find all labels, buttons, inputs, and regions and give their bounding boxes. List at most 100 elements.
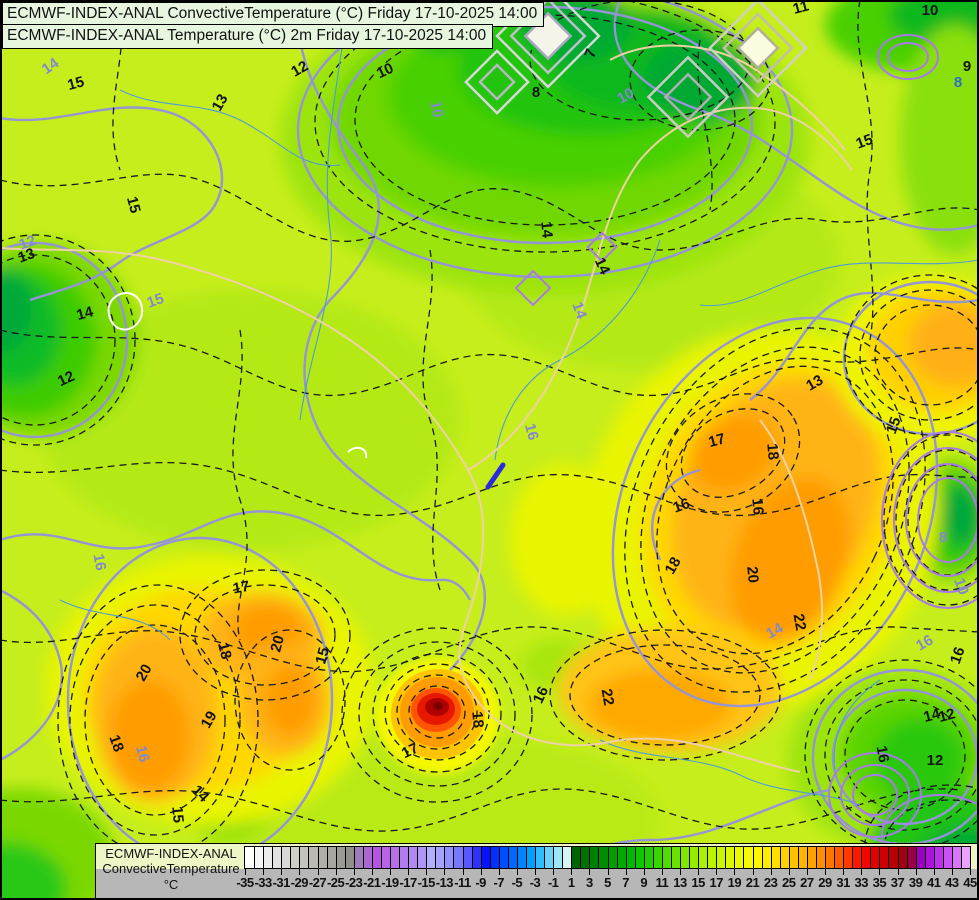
colorbar-tick-label: -31 [272,875,291,890]
colorbar-tick [281,869,283,875]
river-lines [59,0,979,806]
colorbar-cell [462,847,472,868]
colorbar-tick-label: 29 [818,875,832,890]
colorbar-cell [915,847,925,868]
colorbar-tick [390,869,391,875]
contour-label: 10 [922,2,939,19]
colorbar-tick [788,869,790,875]
lake [485,462,506,490]
colorbar-cell [544,847,554,868]
colorbar-cell [408,847,418,868]
colorbar-tick [353,869,355,875]
colorbar-cell [616,847,626,868]
contour-label: 15 [883,415,905,436]
contour-label: 12 [288,58,311,81]
contour-label: 8 [939,529,947,546]
contour-label: 10 [374,60,396,82]
map-title-2m: ECMWF-INDEX-ANAL Temperature (°C) 2m Fri… [2,24,494,49]
colorbar-cell [516,847,526,868]
colorbar-tick [317,869,319,875]
colorbar-tick [498,869,500,875]
colorbar-cell [308,847,318,868]
colorbar-cell [689,847,699,868]
colorbar-tick-label: -15 [417,875,436,890]
colorbar-tick [915,869,917,875]
colorbar-cell [317,847,327,868]
colorbar-cell [498,847,508,868]
colorbar-cell [924,847,934,868]
colorbar-tick-label: -5 [511,875,523,890]
colorbar-tick [245,869,246,875]
colorbar-cell [263,847,273,868]
colorbar-cell [390,847,400,868]
contour-label: 20 [267,634,288,655]
colorbar-tick-label: 27 [800,875,814,890]
colorbar-cell [254,847,264,868]
colorbar-cell [525,847,535,868]
contour-label: 14 [591,255,614,278]
colorbar-tick-label: 5 [604,875,611,890]
colorbar-tick-label: 19 [727,875,742,890]
colorbar-cell [634,847,644,868]
contour-label: 16 [521,422,542,443]
colorbar-cell [344,847,354,868]
colorbar-cell [353,847,363,868]
border-lines [0,44,853,773]
colorbar-cell [371,847,381,868]
colorbar-cell [453,847,463,868]
colorbar-cell [426,847,436,868]
colorbar-cell [652,847,662,868]
contour-label: 10 [427,100,447,119]
colorbar-cell [480,847,490,868]
contour-label: 15 [66,73,87,94]
colorbar-cell [471,847,481,868]
colorbar-cell [879,847,889,868]
contour-label: 10 [614,85,637,108]
contour-label: 15 [168,806,186,824]
colorbar-tick-label: 41 [927,875,941,890]
colorbar-tick-label: 13 [673,875,687,890]
colorbar-cell [290,847,300,868]
colorbar-tick [716,869,718,875]
colorbar-tick-label: -29 [290,875,309,890]
colorbar-cell [607,847,617,868]
contour-label: 15 [123,195,144,216]
colorbar-tick [444,869,446,875]
colorbar-tick-label: 25 [782,875,796,890]
contour-label: 18 [468,711,486,729]
colorbar-cell [245,847,255,868]
colorbar-tick-label: 45 [963,875,977,890]
colorbar-tick [933,869,935,875]
contour-label: 14 [922,705,943,726]
colorbar-tick-label: 39 [908,875,923,890]
contour-label: 8 [954,74,962,91]
colorbar-tick [607,869,609,875]
colorbar-cell [507,847,517,868]
colorbar-cell [643,847,653,868]
colorbar-tick-label: -13 [435,875,454,890]
colorbar-tick-label: 21 [745,875,760,890]
colorbar-cell [661,847,671,868]
contour-label: 12 [17,232,38,254]
colorbar-tick-label: -25 [326,875,345,890]
colorbar-tick [825,869,826,875]
colorbar-cell [770,847,780,868]
contour-label: 22 [598,688,618,707]
colorbar-tick [480,869,482,875]
colorbar-tick [680,869,681,875]
contour-label: 14 [537,221,555,240]
colorbar-cell [852,847,862,868]
colorbar-cell [788,847,798,868]
contour-label: 16 [671,495,692,517]
colorbar-cell [897,847,907,868]
colorbar-cell [834,847,844,868]
colorbar-tick-label: 9 [640,875,648,890]
legend: ECMWF-INDEX-ANAL ConvectiveTemperature °… [95,843,979,900]
colorbar-cell [580,847,590,868]
colorbar-tick-label: -19 [381,875,399,890]
colorbar-tick-label: 3 [586,875,593,890]
colorbar-tick-label: 37 [890,875,905,890]
colorbar-cell [725,847,735,868]
contour-label: 18 [763,443,781,461]
colorbar-cell [535,847,545,868]
